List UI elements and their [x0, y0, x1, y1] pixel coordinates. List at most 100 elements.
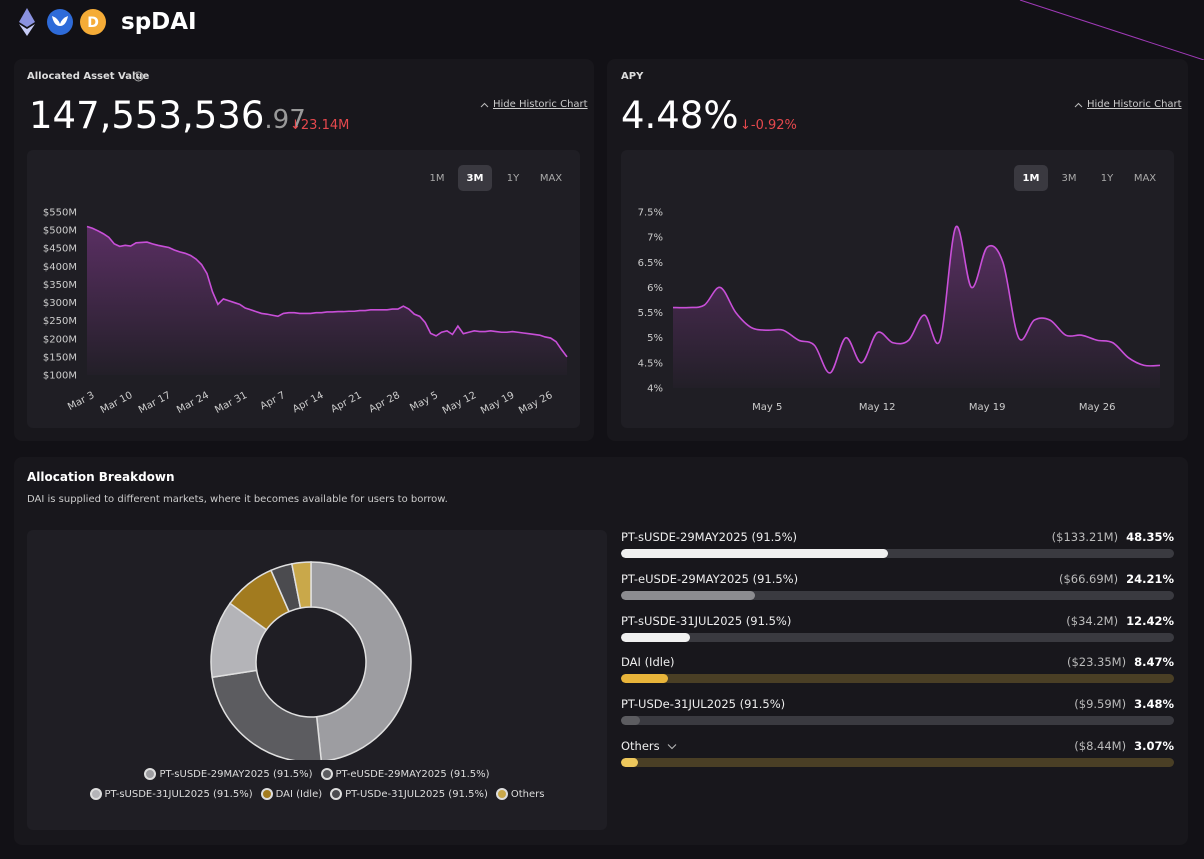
panel-label: APY	[621, 71, 644, 82]
item-name: PT-sUSDE-31JUL2025 (91.5%)	[621, 613, 792, 628]
bar-track	[621, 758, 1174, 767]
x-tick-label: Apr 14	[291, 390, 325, 415]
y-tick-label: 7.5%	[638, 208, 663, 219]
y-tick-label: $150M	[43, 352, 77, 363]
x-tick-label: May 12	[859, 402, 896, 413]
value-decimals: .97	[264, 105, 306, 135]
range-button[interactable]: 1Y	[1090, 165, 1124, 191]
bar-track	[621, 674, 1174, 684]
allocation-row: PT-eUSDE-29MAY2025 (91.5%) ($66.69M) 24.21…	[621, 572, 1174, 602]
legend-label: PT-eUSDE-29MAY2025 (91.5%)	[335, 769, 490, 780]
toggle-chart[interactable]: Hide Historic Chart	[1074, 99, 1182, 110]
range-button[interactable]: 1Y	[496, 165, 530, 191]
item-percent: 3.07%	[1134, 739, 1174, 753]
asset-chart: $100M $150M $200M $250M $300M $350M $400M $450M…	[43, 208, 568, 417]
x-tick-label: May 19	[969, 402, 1006, 413]
item-values: ($34.2M) 12.42%	[1066, 614, 1174, 628]
legend-item: PT-sUSDE-29MAY2025 (91.5%)	[144, 768, 313, 780]
y-tick-label: 4.5%	[638, 358, 663, 369]
item-name: PT-USDe-31JUL2025 (91.5%)	[621, 697, 786, 712]
x-tick-label: May 26	[1079, 402, 1116, 413]
legend-item: DAI (Idle)	[260, 788, 322, 800]
range-button[interactable]: MAX	[1128, 165, 1162, 191]
y-tick-label: 6.5%	[638, 258, 663, 269]
y-tick-label: $500M	[43, 226, 77, 237]
item-percent: 3.48%	[1134, 697, 1174, 712]
legend-label: PT-sUSDE-31JUL2025 (91.5%)	[104, 789, 253, 800]
range-button[interactable]: 3M	[458, 165, 492, 191]
x-tick-label: Mar 24	[175, 390, 211, 416]
legend-row: PT-sUSDE-31JUL2025 (91.5%) DAI (Idle) PT-U…	[27, 788, 607, 800]
legend-swatch	[330, 788, 343, 800]
chevron-up	[480, 102, 489, 107]
y-tick-label: $300M	[43, 298, 77, 309]
bar-track	[621, 590, 1174, 600]
item-percent: 12.42%	[1126, 613, 1174, 628]
x-tick-label: May 19	[479, 390, 516, 417]
range-button[interactable]: 1M	[420, 165, 454, 191]
area	[673, 226, 1160, 388]
item-amount: ($23.35M)	[1066, 655, 1127, 670]
range-selector: 1M 3M 1Y MAX	[1014, 165, 1162, 191]
legend-item: PT-sUSDE-31JUL2025 (91.5%)	[89, 788, 253, 800]
toggle-text[interactable]: Hide Historic Chart	[1087, 99, 1182, 110]
toggle-text[interactable]: Hide Historic Chart	[493, 99, 588, 110]
value-change: ↓-0.92%	[740, 118, 797, 133]
panel-label: Allocated Asset Value	[27, 71, 150, 82]
item-percent: 24.21%	[1126, 571, 1174, 586]
chevron-up	[1074, 102, 1083, 107]
bar-fill	[621, 758, 638, 767]
info-icon[interactable]	[133, 71, 144, 82]
donut-slice	[290, 561, 312, 609]
range-button[interactable]: 3M	[1052, 165, 1086, 191]
item-amount: ($133.21M)	[1051, 530, 1119, 544]
item-name[interactable]: Others	[621, 739, 660, 753]
legend-item: Others	[495, 788, 544, 800]
range-button[interactable]: MAX	[534, 165, 568, 191]
svg-text:D: D	[87, 15, 99, 31]
legend-item: PT-USDe-31JUL2025 (91.5%)	[330, 788, 488, 800]
bar-fill	[621, 674, 668, 684]
y-tick-label: $450M	[43, 244, 77, 255]
y-tick-label: 7%	[647, 233, 663, 244]
area	[87, 226, 567, 375]
section-description: DAI is supplied to different markets, wh…	[27, 494, 448, 505]
allocation-row: Others ($8.44M) 3.07%	[621, 739, 1174, 769]
y-tick-label: $100M	[43, 371, 77, 382]
x-tick-label: Apr 28	[367, 390, 401, 415]
y-tick-label: $350M	[43, 280, 77, 291]
asset-value: 147,553,536.97	[29, 94, 306, 137]
bar-fill	[621, 632, 690, 642]
item-percent: 8.47%	[1134, 655, 1174, 670]
range-button[interactable]: 1M	[1014, 165, 1048, 191]
item-values: ($23.35M) 8.47%	[1067, 655, 1174, 669]
x-tick-label: May 12	[441, 390, 478, 417]
y-tick-label: 4%	[647, 384, 663, 395]
x-tick-label: Apr 21	[329, 390, 363, 415]
x-tick-label: Apr 7	[258, 390, 287, 412]
legend-swatch	[320, 768, 333, 780]
y-tick-label: $550M	[43, 208, 77, 219]
x-tick-label: Mar 17	[137, 390, 173, 416]
allocation-row: DAI (Idle) ($23.35M) 8.47%	[621, 655, 1174, 685]
bar-track	[621, 549, 1174, 558]
header-decor: D	[19, 0, 1204, 60]
item-amount: ($66.69M)	[1058, 571, 1119, 586]
y-tick-label: $250M	[43, 316, 77, 327]
item-name: PT-sUSDE-29MAY2025 (91.5%)	[621, 530, 798, 544]
item-name: DAI (Idle)	[621, 655, 675, 670]
donut-box	[27, 530, 607, 830]
item-values: ($8.44M) 3.07%	[1074, 739, 1174, 753]
item-values: ($9.59M) 3.48%	[1074, 697, 1174, 711]
bar-track	[621, 632, 1174, 642]
x-tick-label: Mar 3	[66, 390, 96, 413]
toggle-chart[interactable]: Hide Historic Chart	[480, 99, 588, 110]
range-selector: 1M 3M 1Y MAX	[420, 165, 568, 191]
bar-fill	[621, 549, 889, 558]
legend-swatch	[144, 768, 157, 780]
y-tick-label: 6%	[647, 283, 663, 294]
chart-box: 1M 3M 1Y MAX 4% 4.5% 5% 5.5% 6% 6.5% 7% 7.5% May 5 M…	[621, 150, 1174, 428]
item-name: PT-eUSDE-29MAY2025 (91.5%)	[621, 571, 799, 586]
chevron-down[interactable]	[667, 743, 677, 750]
donut-chart	[210, 561, 412, 760]
